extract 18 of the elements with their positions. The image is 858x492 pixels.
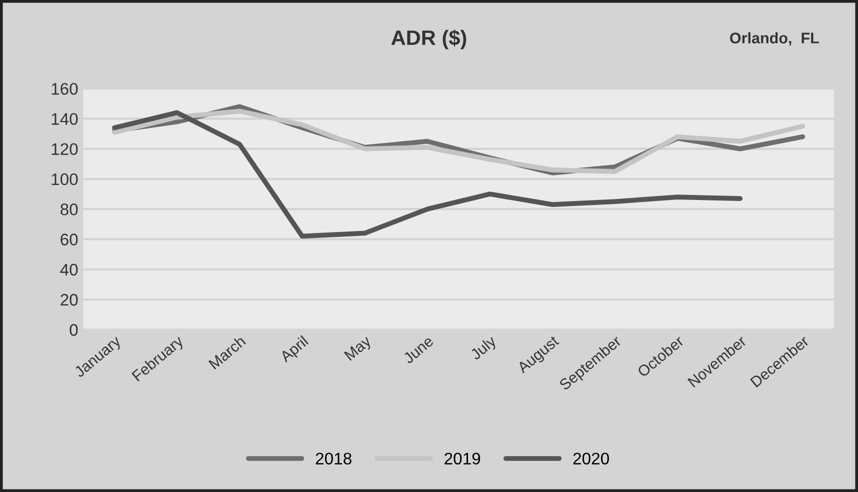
x-tick-label: May [344, 334, 374, 364]
x-tick-label: July [469, 334, 500, 363]
legend-label: 2018 [316, 452, 352, 464]
y-tick-label: 20 [60, 294, 78, 306]
y-tick-label: 80 [60, 204, 78, 216]
y-tick-label: 160 [52, 82, 78, 95]
chart-title: ADR ($) [391, 29, 466, 50]
y-tick-label: 100 [52, 173, 78, 186]
line-series [112, 110, 743, 239]
text: Orlando, FL [730, 32, 819, 46]
legend-label: 2020 [573, 452, 609, 464]
y-tick-label: 0 [70, 324, 78, 336]
y-tick-label: 60 [60, 234, 78, 246]
y-tick-label: 140 [52, 113, 78, 125]
x-tick-label: June [402, 335, 434, 364]
y-tick-label: 40 [60, 264, 78, 276]
legend-label: 2019 [444, 452, 480, 464]
y-tick-label: 120 [52, 143, 78, 156]
